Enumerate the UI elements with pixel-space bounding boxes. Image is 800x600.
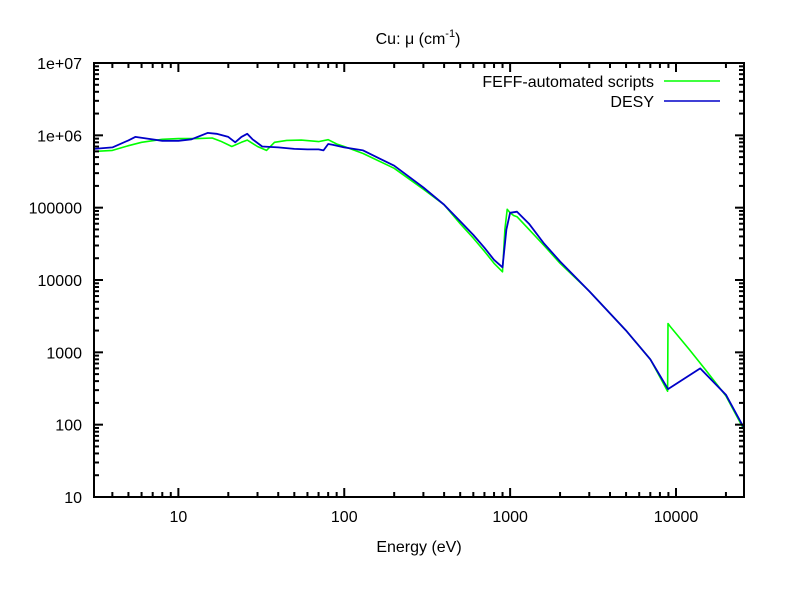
ticks-layer: 10 100 1000 10000 100000 1e+06 1e+07 10 100 1000 1… (29, 56, 744, 526)
x-tick-label: 10000 (654, 509, 699, 526)
legend-label-desy: DESY (610, 94, 654, 111)
legend-label-feff: FEFF-automated scripts (482, 74, 654, 91)
x-tick-label: 1000 (492, 509, 528, 526)
x-tick-label: 10 (169, 509, 187, 526)
chart-title: Cu: μ (cm-1) (376, 28, 461, 48)
y-tick-label: 1e+07 (37, 56, 82, 73)
y-tick-label: 10000 (38, 273, 83, 290)
y-tick-label: 1000 (46, 345, 82, 362)
series-line-desy (93, 132, 745, 429)
y-tick-label: 100000 (29, 201, 82, 218)
legend: FEFF-automated scripts DESY (482, 74, 720, 111)
y-tick-label: 100 (55, 418, 82, 435)
x-tick-label: 100 (331, 509, 358, 526)
plot-border (93, 62, 745, 498)
series-layer (93, 132, 745, 431)
x-axis-label: Energy (eV) (376, 539, 461, 556)
y-tick-label: 1e+06 (37, 128, 82, 145)
y-tick-label: 10 (64, 490, 82, 507)
